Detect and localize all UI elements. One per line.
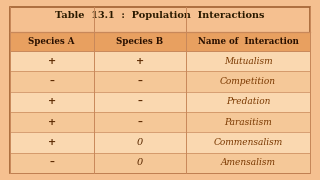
Text: 0: 0: [137, 158, 143, 167]
Text: Name of  Interaction: Name of Interaction: [197, 37, 299, 46]
Bar: [10, 92, 310, 112]
Text: Mutualism: Mutualism: [224, 57, 272, 66]
Text: –: –: [137, 118, 142, 127]
Bar: [10, 112, 310, 132]
Text: –: –: [137, 77, 142, 86]
Text: –: –: [49, 158, 54, 167]
Text: Parasitism: Parasitism: [224, 118, 272, 127]
Text: +: +: [48, 97, 56, 106]
Text: Species A: Species A: [28, 37, 75, 46]
Bar: [10, 152, 310, 173]
Text: Species B: Species B: [116, 37, 163, 46]
Text: –: –: [49, 77, 54, 86]
Bar: [10, 32, 310, 51]
Text: +: +: [48, 118, 56, 127]
Text: +: +: [48, 57, 56, 66]
Text: Commensalism: Commensalism: [213, 138, 283, 147]
Bar: [10, 71, 310, 92]
Text: +: +: [136, 57, 144, 66]
Text: +: +: [48, 138, 56, 147]
Text: Table  13.1  :  Population  Interactions: Table 13.1 : Population Interactions: [55, 11, 265, 20]
Text: Competition: Competition: [220, 77, 276, 86]
Bar: [10, 51, 310, 71]
Text: Predation: Predation: [226, 97, 270, 106]
Bar: [10, 132, 310, 152]
Text: Amensalism: Amensalism: [220, 158, 276, 167]
Text: –: –: [137, 97, 142, 106]
Text: 0: 0: [137, 138, 143, 147]
